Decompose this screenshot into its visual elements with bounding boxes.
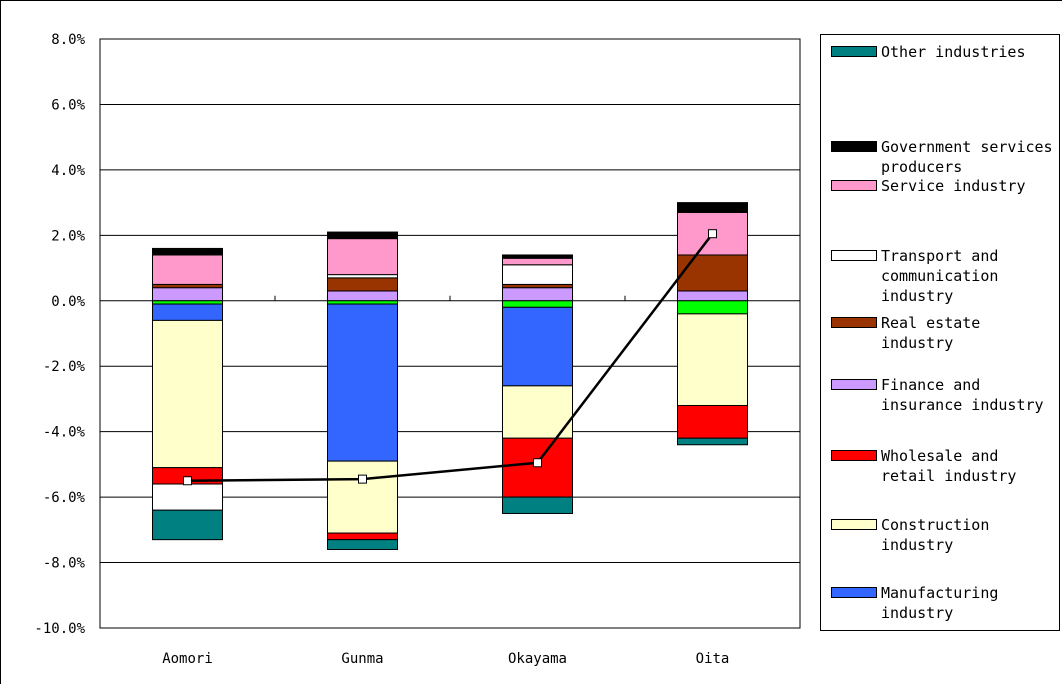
legend-label: Finance and insurance industry (881, 376, 1044, 414)
legend-label: Transport and communication industry (881, 247, 999, 305)
bar-segment (327, 303, 398, 462)
line-marker (183, 476, 192, 486)
x-tick-label: Aomori (162, 651, 213, 667)
y-tick-label: 2.0% (51, 228, 85, 244)
legend-label: Manufacturing industry (881, 584, 999, 622)
legend-label: Other industries (881, 43, 1026, 61)
bar-segment (327, 539, 398, 550)
y-tick-label: 8.0% (51, 32, 85, 48)
plot-area (99, 38, 801, 629)
bar-segment (152, 319, 223, 469)
bar-segment (152, 483, 223, 511)
bar-segment (677, 300, 748, 315)
line-marker (708, 229, 717, 239)
bar-segment (502, 264, 573, 285)
y-tick-label: -4.0% (43, 425, 86, 441)
bar-segment (152, 247, 223, 256)
bar-segment (327, 238, 398, 276)
x-tick-label: Gunma (341, 651, 383, 667)
bar-segment (677, 313, 748, 406)
bar-segment (502, 287, 573, 302)
x-tick-label: Okayama (508, 651, 567, 667)
bar-segment (327, 460, 398, 534)
legend-label: Construction industry (881, 516, 990, 554)
bar-segment (502, 306, 573, 387)
legend: Other industries Government services pro… (820, 34, 1060, 631)
bar-segment (502, 254, 573, 259)
y-tick-label: -2.0% (43, 359, 86, 375)
bar-segment (502, 385, 573, 439)
bar-segment (677, 290, 748, 302)
bar-segment (677, 404, 748, 439)
bar-segment (502, 257, 573, 266)
y-tick-label: -10.0% (34, 621, 85, 637)
legend-swatch (831, 250, 877, 261)
y-tick-label: -6.0% (43, 490, 86, 506)
y-tick-label: -8.0% (43, 556, 86, 572)
bar-segment (502, 437, 573, 498)
legend-swatch (831, 587, 877, 598)
bar-segment (327, 532, 398, 541)
line-marker (533, 458, 542, 468)
legend-swatch (831, 317, 877, 328)
bar-segment (152, 254, 223, 285)
bar-segment (677, 254, 748, 292)
bar-segment (327, 277, 398, 292)
legend-label: Wholesale and retail industry (881, 447, 1017, 485)
legend-swatch (831, 519, 877, 530)
x-tick-label: Oita (696, 651, 730, 667)
legend-label: Government services producers (881, 138, 1053, 176)
legend-swatch (831, 180, 877, 191)
bar-segment (327, 290, 398, 302)
line-marker (358, 474, 367, 484)
legend-swatch (831, 141, 877, 152)
line-series (187, 232, 714, 482)
legend-swatch (831, 450, 877, 461)
legend-label: Service industry (881, 177, 1026, 195)
bar-segment (502, 496, 573, 514)
bar-segment (502, 300, 573, 308)
legend-label: Real estate industry (881, 314, 981, 352)
bar-segment (152, 509, 223, 541)
legend-swatch (831, 379, 877, 390)
y-tick-label: 0.0% (51, 294, 85, 310)
y-tick-label: 4.0% (51, 163, 85, 179)
legend-swatch (831, 46, 877, 57)
y-tick-label: 6.0% (51, 97, 85, 113)
bar-segment (327, 231, 398, 240)
bar-segment (677, 202, 748, 213)
bar-segment (152, 287, 223, 302)
bar-segment (152, 303, 223, 321)
bar-segment (677, 437, 748, 446)
